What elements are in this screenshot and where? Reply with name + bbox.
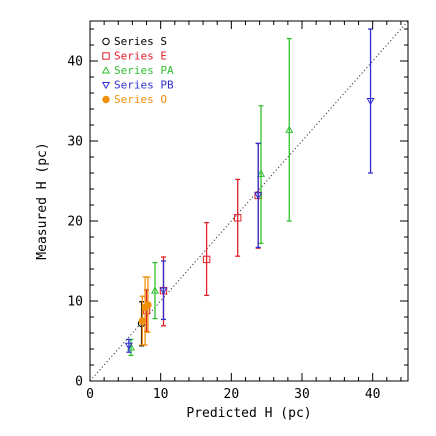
x-tick-label: 0 bbox=[86, 387, 94, 402]
data-point bbox=[256, 169, 266, 177]
series-group bbox=[126, 37, 294, 357]
series-group bbox=[124, 28, 375, 353]
data-point bbox=[366, 97, 375, 106]
y-tick-label: 20 bbox=[67, 215, 83, 230]
data-point bbox=[233, 214, 242, 222]
legend-label: Series PA bbox=[114, 64, 174, 77]
series-group bbox=[138, 276, 152, 346]
legend-marker bbox=[102, 37, 110, 46]
y-tick-label: 40 bbox=[67, 55, 83, 70]
data-point bbox=[124, 342, 133, 351]
plot-frame bbox=[89, 20, 409, 382]
legend-item: Series S bbox=[102, 35, 167, 48]
data-point bbox=[144, 301, 152, 309]
data-layer bbox=[124, 28, 375, 357]
legend-marker bbox=[102, 52, 110, 60]
legend-item: Series E bbox=[102, 50, 167, 63]
legend-label: Series E bbox=[114, 50, 167, 63]
legend-label: Series S bbox=[114, 35, 167, 48]
y-tick-label: 30 bbox=[67, 135, 83, 150]
x-tick-label: 20 bbox=[224, 387, 240, 402]
x-tick-label: 40 bbox=[365, 387, 381, 402]
y-tick-label: 0 bbox=[75, 375, 83, 390]
data-point bbox=[159, 287, 168, 295]
data-point bbox=[202, 255, 211, 264]
data-point bbox=[254, 192, 263, 200]
data-point bbox=[285, 125, 294, 133]
legend-marker bbox=[102, 95, 110, 104]
x-tick-label: 10 bbox=[153, 387, 169, 402]
y-tick-label: 10 bbox=[67, 295, 83, 310]
legend-item: Series PB bbox=[101, 79, 174, 92]
legend-marker bbox=[101, 81, 111, 90]
legend-item: Series PA bbox=[101, 64, 174, 77]
legend-item: Series O bbox=[102, 93, 167, 106]
y-axis-label: Measured H (pc) bbox=[35, 142, 50, 259]
legend-label: Series O bbox=[114, 93, 167, 106]
x-axis-label: Predicted H (pc) bbox=[186, 406, 311, 421]
legend-label: Series PB bbox=[114, 79, 174, 92]
legend-marker bbox=[101, 66, 111, 74]
tick-layer: 0 10 20 30 40 0 10 20 30 40 bbox=[67, 21, 408, 402]
x-tick-label: 30 bbox=[294, 387, 310, 402]
data-point bbox=[150, 286, 160, 294]
